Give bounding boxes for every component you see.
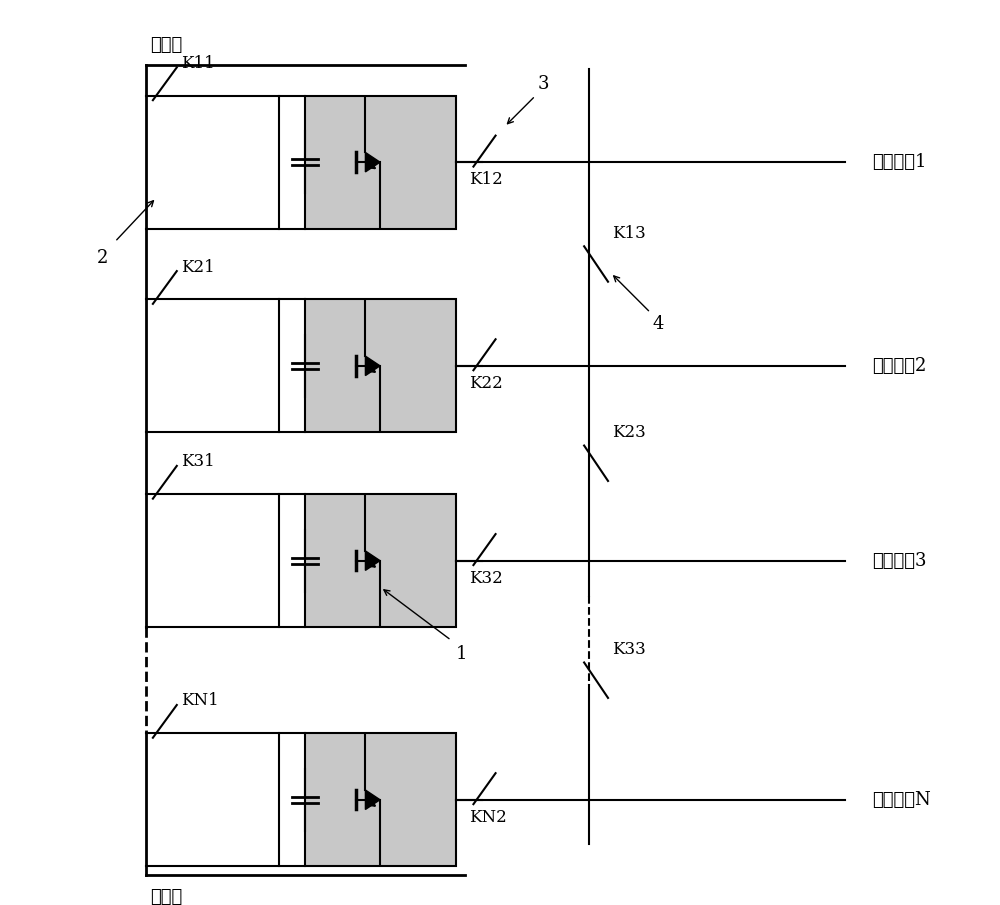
Text: K21: K21 (181, 259, 215, 275)
Text: 三相绕组N: 三相绕组N (872, 791, 931, 809)
Text: K11: K11 (181, 55, 215, 71)
Text: KN1: KN1 (181, 692, 219, 710)
Text: 三相绕组2: 三相绕组2 (872, 357, 926, 375)
FancyBboxPatch shape (305, 733, 456, 866)
Text: K32: K32 (469, 569, 503, 586)
Text: KN2: KN2 (469, 808, 507, 825)
Polygon shape (365, 551, 380, 570)
Text: 2: 2 (97, 249, 108, 267)
Polygon shape (365, 152, 380, 172)
Text: 3: 3 (537, 75, 549, 93)
FancyBboxPatch shape (305, 300, 456, 433)
Text: K33: K33 (612, 641, 646, 658)
Text: K22: K22 (469, 375, 503, 392)
Polygon shape (365, 356, 380, 376)
Text: 三相绕组1: 三相绕组1 (872, 153, 926, 171)
FancyBboxPatch shape (305, 96, 456, 229)
Text: 正母线: 正母线 (150, 36, 182, 54)
Text: 4: 4 (652, 315, 664, 333)
Text: 三相绕组3: 三相绕组3 (872, 552, 926, 569)
Text: K23: K23 (612, 424, 646, 441)
Text: 1: 1 (456, 644, 467, 662)
Text: K31: K31 (181, 453, 215, 471)
Polygon shape (365, 790, 380, 809)
Text: K13: K13 (612, 224, 646, 242)
Text: 负母线: 负母线 (150, 888, 182, 905)
FancyBboxPatch shape (305, 494, 456, 627)
Text: K12: K12 (469, 171, 503, 188)
